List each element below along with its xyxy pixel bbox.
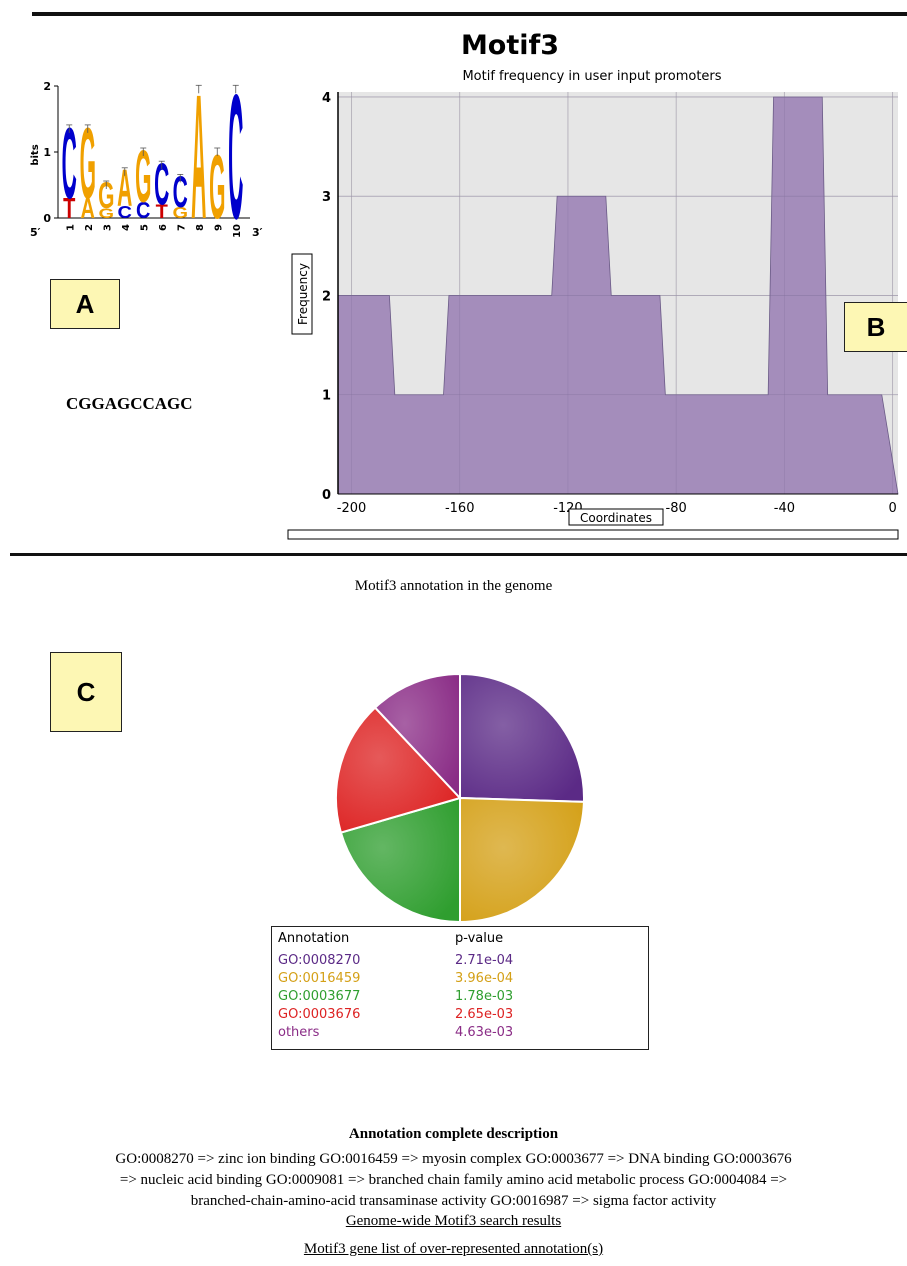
chart-scrollbar <box>287 529 899 540</box>
logo-letter: C <box>173 167 188 217</box>
chart-title: Motif3 <box>460 30 560 61</box>
pie-slice <box>339 796 461 924</box>
y-tick-label: 4 <box>322 91 331 106</box>
legend-row: GO:0016459 3.96e-04 <box>278 971 638 989</box>
x-tick-label: -200 <box>337 501 367 516</box>
genome-wide-results-link[interactable]: Genome-wide Motif3 search results <box>345 1213 562 1229</box>
logo-y-tick-label: 1 <box>43 146 51 159</box>
logo-position-label: 10 <box>232 224 243 238</box>
pie-slice <box>335 706 462 834</box>
panel-label-a: A <box>50 279 120 329</box>
logo-y-tick-label: 0 <box>43 212 51 225</box>
legend-annotation: GO:0016459 <box>278 971 361 986</box>
legend-header-annotation: Annotation <box>278 931 350 946</box>
logo-position-label: 6 <box>158 224 169 231</box>
legend-pvalue: 1.78e-03 <box>455 989 514 1004</box>
logo-5-end: 5′ <box>30 226 41 239</box>
svg-text:Coordinates: Coordinates <box>580 511 652 525</box>
logo-letter: T <box>63 194 75 225</box>
description-line: GO:0008270 => zinc ion binding GO:001645… <box>115 1151 792 1167</box>
pie-slice <box>373 672 461 801</box>
legend-annotation: GO:0003677 <box>278 989 361 1004</box>
logo-letter: C <box>154 151 169 218</box>
y-tick-label: 1 <box>322 389 331 404</box>
x-axis-label: Coordinates <box>568 508 664 526</box>
y-axis-label: Frequency <box>291 253 313 335</box>
logo-position-label: 2 <box>84 224 95 231</box>
logo-position-label: 8 <box>195 224 206 231</box>
legend-pvalue: 3.96e-04 <box>455 971 514 986</box>
logo-y-tick-label: 2 <box>43 80 51 93</box>
panel-label-c: C <box>50 652 122 732</box>
logo-letter: A <box>81 194 96 225</box>
legend-row: GO:0008270 2.71e-04 <box>278 953 638 971</box>
legend-pvalue: 2.71e-04 <box>455 953 514 968</box>
logo-letter: T <box>156 201 168 223</box>
legend-header-row: Annotation p-value <box>278 931 638 949</box>
panel-label-b: B <box>844 302 907 352</box>
logo-position-label: 5 <box>139 224 150 231</box>
legend-header-pvalue: p-value <box>455 931 504 946</box>
logo-letter: G <box>209 135 225 237</box>
logo-letter: G <box>135 134 151 218</box>
annotation-legend-table: Annotation p-value GO:0008270 2.71e-04 G… <box>271 926 649 1050</box>
legend-row: GO:0003677 1.78e-03 <box>278 989 638 1007</box>
legend-annotation: GO:0008270 <box>278 953 361 968</box>
logo-position-label: 9 <box>213 224 224 231</box>
logo-letter: C <box>62 108 77 220</box>
logo-position-label: 4 <box>121 224 132 231</box>
logo-letter: A <box>117 160 132 218</box>
logo-letter: G <box>98 176 114 217</box>
middle-divider <box>10 553 907 556</box>
x-tick-label: -80 <box>666 501 687 516</box>
y-tick-label: 0 <box>322 488 331 503</box>
legend-row: others 4.63e-03 <box>278 1025 638 1043</box>
pie-slice <box>459 796 585 924</box>
logo-3-end: 3′ <box>252 226 263 239</box>
legend-pvalue: 2.65e-03 <box>455 1007 514 1022</box>
y-tick-label: 3 <box>322 190 331 205</box>
logo-letter: G <box>172 204 188 222</box>
x-tick-label: 0 <box>888 501 896 516</box>
svg-text:Frequency: Frequency <box>296 263 310 325</box>
description-heading: Annotation complete description <box>348 1126 559 1142</box>
x-tick-label: -40 <box>774 501 795 516</box>
y-tick-label: 2 <box>322 289 331 304</box>
gene-list-link[interactable]: Motif3 gene list of over-represented ann… <box>303 1241 604 1257</box>
pie-caption: Motif3 annotation in the genome <box>354 578 553 594</box>
logo-letter: C <box>228 70 243 245</box>
annotation-pie-chart <box>335 672 585 924</box>
logo-position-label: 7 <box>176 224 187 231</box>
top-divider <box>32 12 907 16</box>
legend-row: GO:0003676 2.65e-03 <box>278 1007 638 1025</box>
x-tick-label: -160 <box>445 501 475 516</box>
legend-annotation: others <box>278 1025 320 1040</box>
logo-letter: C <box>136 198 150 223</box>
description-body: GO:0008270 => zinc ion binding GO:001645… <box>6 1149 901 1212</box>
logo-letter: C <box>118 202 133 222</box>
chart-subtitle: Motif frequency in user input promoters <box>462 69 722 84</box>
legend-pvalue: 4.63e-03 <box>455 1025 514 1040</box>
logo-position-label: 1 <box>65 224 76 231</box>
logo-letter: G <box>98 205 114 221</box>
consensus-sequence: CGGAGCCAGC <box>66 394 193 413</box>
pie-slice <box>459 672 585 803</box>
description-line: => nucleic acid binding GO:0009081 => br… <box>119 1172 788 1188</box>
logo-y-axis-label: bits <box>30 144 41 165</box>
logo-letter: A <box>191 70 206 245</box>
logo-letter: G <box>80 108 96 220</box>
logo-position-label: 3 <box>102 224 113 231</box>
description-line: branched-chain-amino-acid transaminase a… <box>190 1193 717 1209</box>
legend-annotation: GO:0003676 <box>278 1007 361 1022</box>
